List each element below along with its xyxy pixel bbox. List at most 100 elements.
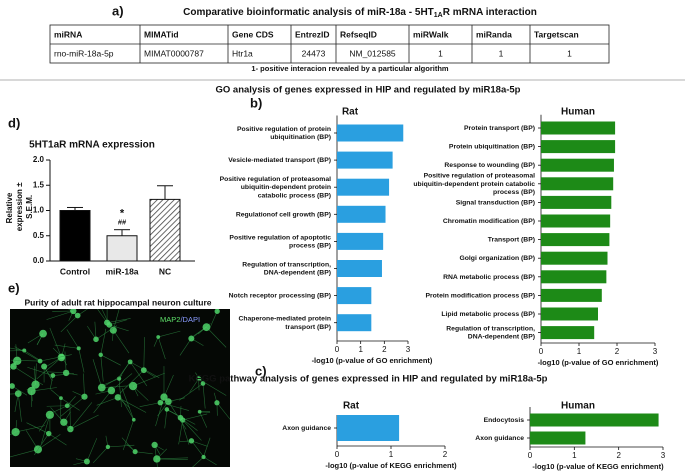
- neurite: [78, 348, 85, 373]
- image-label-part: /DAPI: [180, 315, 200, 324]
- neurite: [202, 383, 206, 409]
- cell-body: [109, 326, 117, 334]
- neurite: [66, 329, 79, 349]
- y-tick-label: Regulationof cell growth (BP): [236, 211, 331, 218]
- chart-title: 5HT1aR mRNA expression: [29, 140, 155, 151]
- annotation: ##: [118, 218, 127, 227]
- cell-body: [50, 373, 56, 378]
- y-tick-label: Axon guidance: [475, 435, 524, 442]
- neurite: [86, 438, 98, 462]
- bar: [59, 210, 91, 262]
- cell-body: [197, 409, 202, 414]
- cell-body: [153, 455, 161, 463]
- neurite: [11, 359, 41, 362]
- table-cell: 1: [567, 48, 572, 58]
- table-header: miRanda: [476, 29, 512, 39]
- neurite: [117, 397, 147, 413]
- neurite: [10, 363, 14, 367]
- neurite: [178, 419, 183, 445]
- table-header: MIMATid: [144, 29, 179, 39]
- table-header: Targetscan: [534, 29, 579, 39]
- neurite: [118, 360, 131, 379]
- neurite: [31, 387, 57, 392]
- cell-body: [45, 410, 54, 419]
- neurite: [101, 375, 123, 388]
- cell-body: [201, 454, 206, 460]
- y-tick-label: 1.5: [33, 180, 45, 189]
- cell-body: [45, 430, 52, 437]
- x-axis-label: -log10 (p-value of KEGG enrichment): [532, 462, 664, 471]
- y-tick-label: Endocytosis: [484, 417, 525, 424]
- neurite: [139, 402, 161, 407]
- bar: [541, 195, 612, 209]
- cell-body: [31, 380, 40, 389]
- neurite: [70, 402, 93, 430]
- cell-body: [10, 383, 15, 389]
- neurite: [192, 456, 204, 467]
- panel-label: e): [8, 280, 20, 295]
- chart-title: Human: [561, 401, 595, 412]
- y-tick-label: Golgi organization (BP): [459, 255, 535, 262]
- neurite: [191, 440, 208, 447]
- neurite: [160, 402, 189, 411]
- table-header: miRWalk: [413, 29, 449, 39]
- neurite: [199, 411, 208, 428]
- y-tick-label: Chromatin modification (BP): [443, 218, 535, 225]
- neurite: [17, 393, 22, 422]
- neurite: [109, 324, 129, 332]
- neurite: [111, 373, 133, 391]
- neurite: [122, 419, 135, 451]
- cell-body: [98, 352, 103, 357]
- y-tick-label: RNA metabolic process (BP): [443, 274, 535, 281]
- neurite: [132, 372, 165, 387]
- y-tick-label: 0.0: [33, 256, 45, 265]
- neurite: [11, 385, 28, 396]
- annotation: *: [120, 208, 125, 220]
- cell-body: [104, 319, 111, 326]
- table-cell: NM_012585: [349, 48, 396, 58]
- bar: [337, 232, 384, 250]
- y-tick-label: Protein modification process (BP): [425, 292, 535, 299]
- neurite: [10, 347, 25, 351]
- cell-body: [81, 393, 88, 400]
- cell-body: [39, 329, 47, 338]
- panel-label: b): [250, 95, 262, 110]
- y-tick-label: Transport (BP): [488, 236, 535, 243]
- bar: [541, 140, 616, 154]
- y-tick-label: Chaperone-mediated protein transport (BP…: [238, 315, 331, 330]
- bar: [541, 270, 607, 284]
- cell-body: [64, 403, 70, 409]
- neurite: [203, 456, 217, 466]
- cell-body: [105, 444, 111, 450]
- bar: [541, 326, 595, 340]
- bar: [337, 260, 382, 277]
- table-header: miRNA: [54, 29, 82, 39]
- x-axis-label: -log10 (p-value of GO enrichment): [538, 358, 659, 367]
- x-tick-label: 2: [443, 450, 448, 459]
- table-cell: 1: [438, 48, 443, 58]
- table-note: 1- positive interacion revealed by a par…: [251, 64, 448, 73]
- chart-title: Rat: [343, 401, 360, 412]
- cell-body: [188, 335, 195, 342]
- neurite: [216, 402, 230, 420]
- neurite: [107, 444, 135, 448]
- neurite: [37, 434, 61, 450]
- neurite: [119, 395, 135, 420]
- y-tick-label: 2.0: [33, 155, 45, 164]
- neurite: [180, 417, 190, 445]
- neurite: [180, 417, 198, 431]
- bar: [106, 235, 138, 262]
- y-tick-label: Positive regulation of proteasomal ubiqu…: [220, 176, 332, 199]
- x-tick-label: 0: [528, 451, 533, 460]
- neurite: [209, 311, 218, 328]
- neurite: [93, 390, 112, 414]
- panel-label: c): [255, 363, 267, 378]
- cell-body: [164, 407, 170, 412]
- x-tick-label: 1: [358, 345, 363, 354]
- neurite: [121, 388, 135, 420]
- neurite: [41, 414, 51, 444]
- cell-body: [160, 393, 168, 401]
- x-tick-label: 1: [577, 347, 582, 356]
- neurite: [60, 397, 80, 411]
- neurite: [60, 396, 85, 417]
